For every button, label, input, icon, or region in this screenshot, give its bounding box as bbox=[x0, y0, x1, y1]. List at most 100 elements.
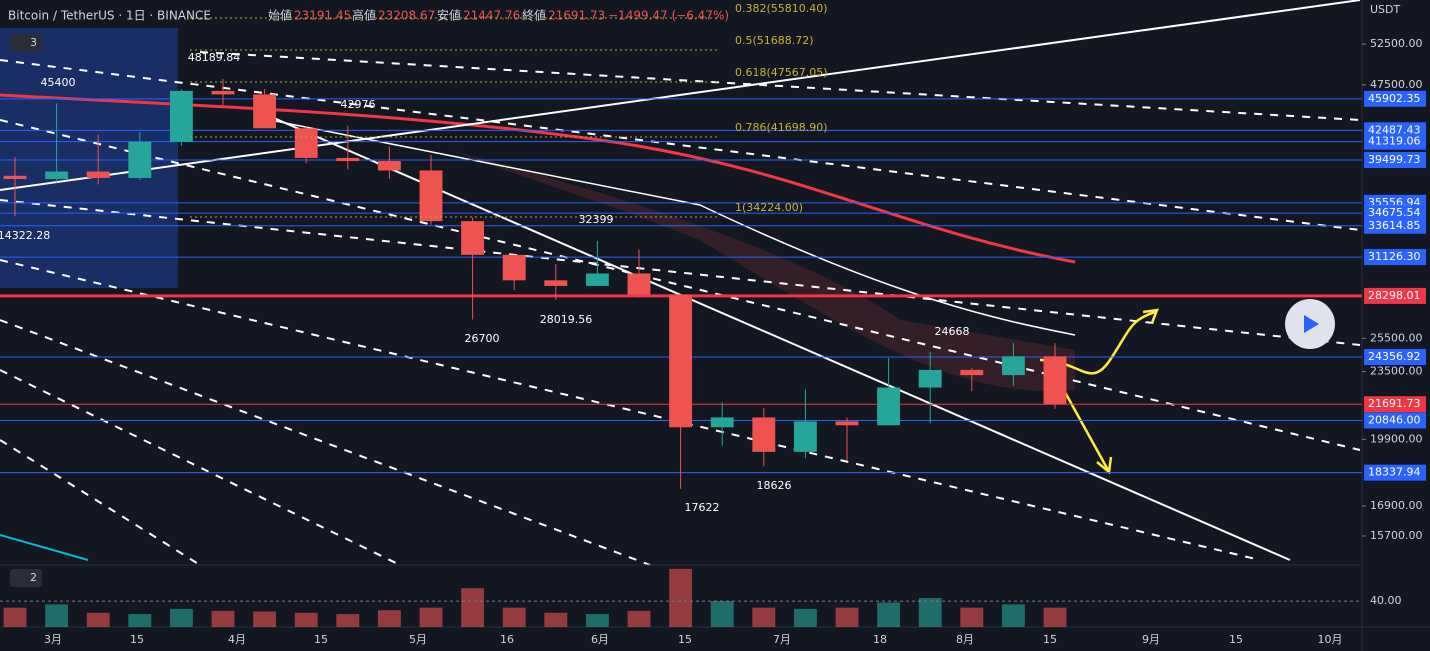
y-tick-label: 19900.00 bbox=[1370, 432, 1423, 445]
price-annotation: 48189.84 bbox=[188, 51, 241, 64]
x-tick-label: 3月 bbox=[44, 633, 62, 646]
price-annotation: 26700 bbox=[465, 332, 500, 345]
volume-bar bbox=[585, 614, 609, 627]
price-annotation: 28019.56 bbox=[540, 313, 593, 326]
x-tick-label: 15 bbox=[1229, 633, 1243, 646]
price-level-label: 45902.35 bbox=[1368, 92, 1421, 105]
volume-bar bbox=[253, 611, 277, 627]
play-icon bbox=[1304, 315, 1319, 333]
volume-bar bbox=[45, 604, 69, 627]
price-level-label: 42487.43 bbox=[1368, 123, 1421, 136]
candle-body bbox=[86, 171, 110, 178]
pane-toggle[interactable] bbox=[10, 569, 42, 587]
price-level-label: 34675.54 bbox=[1368, 206, 1421, 219]
price-level-box bbox=[1364, 349, 1426, 366]
pane-toggle[interactable] bbox=[10, 34, 42, 52]
price-annotation: 24668 bbox=[935, 325, 970, 338]
price-level-label: 28298.01 bbox=[1368, 289, 1421, 302]
volume-bar bbox=[294, 612, 318, 627]
high-value: 23208.67 bbox=[378, 9, 435, 23]
candle-body bbox=[544, 280, 568, 286]
candle-body bbox=[211, 90, 235, 95]
volume-bar bbox=[918, 597, 942, 627]
candle-body bbox=[960, 369, 984, 376]
fib-label: 0.786(41698.90) bbox=[735, 121, 828, 134]
volume-bar bbox=[877, 602, 901, 627]
open-label: 始値 bbox=[268, 8, 292, 23]
low-value: 21447.76 bbox=[463, 9, 520, 23]
candle-body bbox=[377, 161, 401, 171]
volume-bar bbox=[544, 612, 568, 627]
volume-bar bbox=[377, 610, 401, 627]
volume-bar bbox=[128, 614, 152, 627]
candle-body bbox=[793, 421, 817, 452]
price-level-box bbox=[1364, 287, 1426, 304]
high-label: 高値 bbox=[352, 8, 376, 23]
volume-tick-label: 40.00 bbox=[1370, 594, 1402, 607]
price-annotation: 32399 bbox=[579, 213, 614, 226]
candle-body bbox=[45, 171, 69, 180]
price-level-box bbox=[1364, 464, 1426, 481]
volume-bar bbox=[960, 607, 984, 627]
candle-body bbox=[710, 417, 734, 428]
cloud bbox=[450, 150, 1075, 391]
candle-body bbox=[294, 128, 318, 158]
price-level-box bbox=[1364, 396, 1426, 413]
x-tick-label: 10月 bbox=[1318, 633, 1343, 646]
price-level-label: 39499.73 bbox=[1368, 153, 1421, 166]
price-level-box bbox=[1364, 412, 1426, 429]
y-tick-label: 47500.00 bbox=[1370, 78, 1423, 91]
price-level-box bbox=[1364, 249, 1426, 266]
x-tick-label: 15 bbox=[678, 633, 692, 646]
candle-body bbox=[419, 170, 443, 222]
price-annotation: 14322.28 bbox=[0, 229, 50, 242]
volume-bar bbox=[835, 607, 859, 627]
price-level-box bbox=[1364, 90, 1426, 107]
volume-bar bbox=[3, 607, 27, 627]
symbol: Bitcoin / TetherUS · 1日 · BINANCE bbox=[8, 9, 211, 23]
y-tick-label: 23500.00 bbox=[1370, 365, 1423, 378]
close-value: 21691.73 bbox=[548, 9, 605, 23]
volume-bar bbox=[86, 612, 110, 627]
price-level-label: 41319.06 bbox=[1368, 135, 1421, 148]
volume-bar bbox=[669, 568, 693, 627]
candle-body bbox=[169, 90, 193, 142]
open-value: 23191.45 bbox=[294, 9, 351, 23]
candle-body bbox=[502, 254, 526, 281]
volume-bar bbox=[627, 610, 651, 627]
fib-label: 0.618(47567.05) bbox=[735, 66, 828, 79]
price-level-label: 31126.30 bbox=[1368, 250, 1421, 263]
candle-body bbox=[918, 369, 942, 388]
x-tick-label: 4月 bbox=[228, 633, 246, 646]
volume-bar bbox=[419, 607, 443, 627]
y-tick-label: 15700.00 bbox=[1370, 529, 1423, 542]
highlight-box bbox=[0, 28, 178, 288]
candle-body bbox=[627, 273, 651, 295]
candle-body bbox=[752, 417, 776, 452]
candle-body bbox=[835, 421, 859, 426]
x-tick-label: 8月 bbox=[956, 633, 974, 646]
x-tick-label: 6月 bbox=[591, 633, 609, 646]
candle-body bbox=[336, 157, 360, 162]
volume-bar bbox=[169, 608, 193, 627]
candle-body bbox=[1043, 356, 1067, 405]
volume-bar bbox=[710, 601, 734, 627]
pane-label: 3 bbox=[30, 36, 37, 49]
price-level-label: 20846.00 bbox=[1368, 413, 1421, 426]
fib-label: 0.382(55810.40) bbox=[735, 2, 828, 15]
volume-bar bbox=[752, 607, 776, 627]
price-level-box bbox=[1364, 133, 1426, 150]
x-tick-label: 15 bbox=[314, 633, 328, 646]
price-level-label: 18337.94 bbox=[1368, 466, 1421, 479]
fib-label: 1(34224.00) bbox=[735, 201, 803, 214]
volume-bar bbox=[211, 610, 235, 627]
price-level-box bbox=[1364, 217, 1426, 234]
y-tick-label: 16900.00 bbox=[1370, 499, 1423, 512]
cyan-line bbox=[0, 534, 89, 561]
volume-bar bbox=[336, 614, 360, 627]
price-level-label: 33614.85 bbox=[1368, 219, 1421, 232]
candle-body bbox=[669, 294, 693, 428]
candle-body bbox=[128, 141, 152, 178]
price-level-box bbox=[1364, 152, 1426, 169]
x-tick-label: 7月 bbox=[773, 633, 791, 646]
